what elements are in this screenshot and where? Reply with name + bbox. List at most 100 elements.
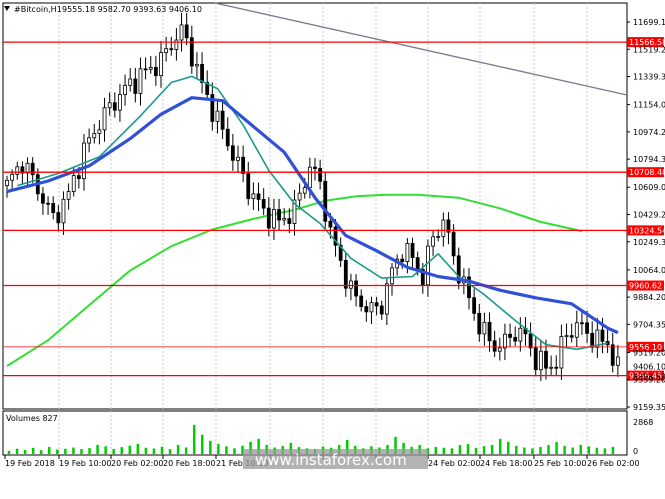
candle-body xyxy=(51,203,56,214)
candle-body xyxy=(595,329,600,348)
candle-body xyxy=(256,193,261,200)
candle-body xyxy=(15,166,20,175)
candle-body xyxy=(513,336,518,342)
candles xyxy=(5,12,620,382)
candle-body xyxy=(159,52,163,77)
candle-body xyxy=(41,193,45,204)
candle-body xyxy=(487,321,492,342)
candle-body xyxy=(282,218,287,221)
triangle-down-icon[interactable] xyxy=(4,6,10,11)
candle-body xyxy=(508,333,512,338)
time-tick-label: 24 Feb 02:00 xyxy=(428,459,480,468)
price-tick-label: 9704.35 xyxy=(633,320,665,329)
candle-body xyxy=(56,212,61,224)
candle-body xyxy=(97,129,102,134)
candle-body xyxy=(472,297,477,314)
candle-body xyxy=(66,191,71,200)
price-tick-label: 11339.30 xyxy=(633,73,665,82)
candle-body xyxy=(518,327,523,342)
time-tick-label: 21 Feb 10:00 xyxy=(216,459,268,468)
candle-body xyxy=(10,173,15,181)
price-tick-label: 9393.53 xyxy=(633,373,665,382)
ma-fast-path xyxy=(17,75,608,351)
time-tick-label: 26 Feb 02:00 xyxy=(587,459,639,468)
candle-body xyxy=(112,102,117,111)
candle-body xyxy=(61,198,66,224)
price-tick-label: 9159.35 xyxy=(633,403,665,412)
ma-slow-line xyxy=(6,193,583,367)
candle-body xyxy=(241,156,246,174)
candle-body xyxy=(420,268,425,286)
candle-body xyxy=(359,295,364,307)
candle-body xyxy=(400,258,405,263)
candle-body xyxy=(328,220,333,228)
candle-body xyxy=(600,329,605,342)
price-tick-label: 9406.10 xyxy=(633,363,665,372)
candle-body xyxy=(538,350,543,371)
candle-body xyxy=(46,202,50,205)
candle-body xyxy=(143,68,148,71)
candle-body xyxy=(292,199,297,224)
price-axis: 11699.10 11519.20 11339.30 11154.00 10974.20… xyxy=(627,18,665,412)
time-tick-label: 24 Feb 18:00 xyxy=(480,459,532,468)
candle-body xyxy=(87,137,92,144)
candle-body xyxy=(451,231,456,257)
candle-body xyxy=(169,48,174,51)
level-tag xyxy=(627,37,664,48)
candle-body xyxy=(118,94,122,111)
price-tick-label: 10794.35 xyxy=(633,155,665,164)
candle-body xyxy=(482,321,487,335)
price-tick-label: 10249.35 xyxy=(633,238,665,247)
candle-body xyxy=(164,48,169,54)
candle-body xyxy=(174,39,179,50)
candle-body xyxy=(128,78,133,86)
time-tick-label: 19 Feb 2018 xyxy=(5,459,55,468)
candle-body xyxy=(123,84,127,95)
candle-body xyxy=(266,207,271,229)
level-tag xyxy=(627,280,664,291)
candle-body xyxy=(71,175,76,192)
candle-body xyxy=(133,78,138,94)
candle-body xyxy=(323,180,328,222)
symbol-label: #Bitcoin,H1 xyxy=(14,5,62,14)
trendline[interactable] xyxy=(214,2,628,96)
price-tick-label: 11699.10 xyxy=(633,18,665,27)
candle-body xyxy=(297,192,302,201)
ma-mid-path xyxy=(6,96,619,335)
level-tag-label: 10708.40 xyxy=(629,168,665,177)
level-tag-label: 9960.62 xyxy=(629,282,662,291)
price-tick-label: 11154.00 xyxy=(633,101,665,110)
price-tick-label: 10974.20 xyxy=(633,128,665,137)
candle-body xyxy=(574,322,579,338)
volume-label: Volumes 827 xyxy=(6,414,58,423)
candle-body xyxy=(261,199,266,209)
level-tag xyxy=(627,225,664,236)
volume-panel[interactable] xyxy=(2,410,628,456)
candle-body xyxy=(30,162,35,176)
candle-body xyxy=(153,67,158,77)
candle-body xyxy=(82,142,86,180)
level-tag-label: 10324.54 xyxy=(629,226,665,235)
ohlc-values: 9555.18 9582.70 9393.63 9406.10 xyxy=(62,5,202,14)
candle-body xyxy=(230,145,235,161)
candle-body xyxy=(102,107,107,131)
price-tick-label: 9339.20 xyxy=(633,376,665,385)
candle-body xyxy=(246,173,251,200)
candle-body xyxy=(364,306,369,313)
candle-body xyxy=(497,347,502,352)
time-tick-label: 20 Feb 02:00 xyxy=(111,459,163,468)
candle-body xyxy=(549,366,554,369)
candle-body xyxy=(107,102,112,109)
candle-body xyxy=(215,110,220,122)
price-tick-label: 11519.20 xyxy=(633,45,665,54)
watermark-text: www.instaforex.com xyxy=(255,451,407,469)
candle-body xyxy=(333,226,338,246)
candle-body xyxy=(225,128,230,147)
level-tag-label: 11566.58 xyxy=(629,38,665,47)
level-tag xyxy=(627,167,664,178)
candle-body xyxy=(205,82,210,95)
candle-body xyxy=(436,235,441,238)
time-tick-label: 25 Feb 10:00 xyxy=(534,459,586,468)
price-panel[interactable] xyxy=(2,2,628,410)
